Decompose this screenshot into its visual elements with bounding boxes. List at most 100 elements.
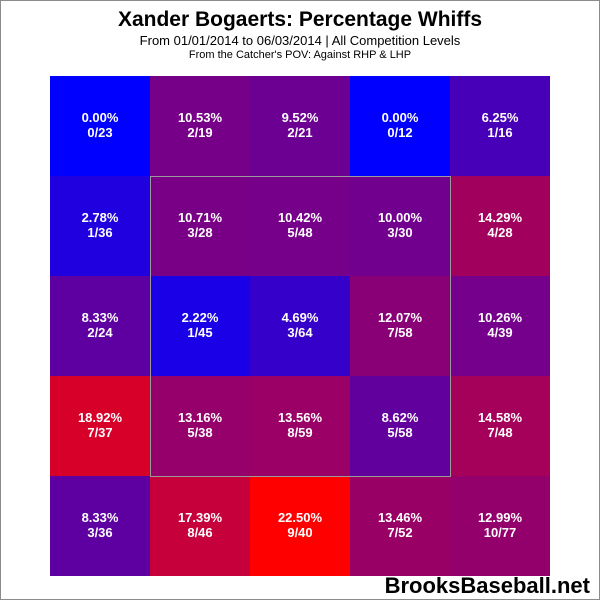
heatmap-cell-rect (450, 76, 550, 176)
heatmap-cell-r4-c1: 17.39%8/46 (150, 476, 250, 576)
cell-count-label: 3/28 (187, 225, 212, 240)
heatmap-cell-rect (150, 276, 250, 376)
heatmap-cell-r4-c2: 22.50%9/40 (250, 476, 350, 576)
heatmap-cell-r0-c0: 0.00%0/23 (50, 76, 150, 176)
cell-percentage-label: 10.00% (378, 210, 423, 225)
heatmap-cell-rect (250, 376, 350, 476)
cell-percentage-label: 12.07% (378, 310, 423, 325)
heatmap-cell-rect (150, 176, 250, 276)
cell-percentage-label: 0.00% (82, 110, 119, 125)
heatmap-cell-rect (50, 376, 150, 476)
heatmap-cell-rect (350, 76, 450, 176)
cell-percentage-label: 10.42% (278, 210, 323, 225)
heatmap-cell-r1-c2: 10.42%5/48 (250, 176, 350, 276)
cell-percentage-label: 13.16% (178, 410, 223, 425)
cell-count-label: 4/28 (487, 225, 512, 240)
heatmap-cell-r1-c4: 14.29%4/28 (450, 176, 550, 276)
cell-percentage-label: 2.22% (182, 310, 219, 325)
cell-count-label: 10/77 (484, 525, 517, 540)
heatmap-cell-rect (50, 176, 150, 276)
heatmap-cell-r0-c1: 10.53%2/19 (150, 76, 250, 176)
strike-zone-outline (150, 176, 451, 477)
cell-percentage-label: 14.29% (478, 210, 523, 225)
cell-percentage-label: 13.46% (378, 510, 423, 525)
cell-percentage-label: 10.53% (178, 110, 223, 125)
cell-count-label: 1/16 (487, 125, 512, 140)
cell-percentage-label: 8.62% (382, 410, 419, 425)
cell-count-label: 0/23 (87, 125, 112, 140)
cell-count-label: 7/48 (487, 425, 512, 440)
heatmap-cell-rect (350, 276, 450, 376)
cell-count-label: 7/58 (387, 325, 412, 340)
heatmap-cell-rect (250, 276, 350, 376)
heatmap-cell-r4-c0: 8.33%3/36 (50, 476, 150, 576)
chart-title: Xander Bogaerts: Percentage Whiffs (117, 8, 483, 31)
brand-watermark: BrooksBaseball.net (384, 573, 590, 598)
heatmap-cell-rect (450, 476, 550, 576)
heatmap-cell-rect (350, 176, 450, 276)
cell-count-label: 5/58 (387, 425, 412, 440)
cell-percentage-label: 17.39% (178, 510, 223, 525)
heatmap-cell-rect (150, 76, 250, 176)
cell-count-label: 1/36 (87, 225, 112, 240)
heatmap-cell-r3-c4: 14.58%7/48 (450, 376, 550, 476)
cell-percentage-label: 8.33% (82, 310, 119, 325)
cell-count-label: 1/45 (187, 325, 212, 340)
cell-count-label: 4/39 (487, 325, 512, 340)
cell-count-label: 5/38 (187, 425, 212, 440)
cell-percentage-label: 10.26% (478, 310, 523, 325)
heatmap-cell-r0-c3: 0.00%0/12 (350, 76, 450, 176)
heatmap-cell-r2-c1: 2.22%1/45 (150, 276, 250, 376)
heatmap-cell-rect (450, 276, 550, 376)
chart-subtitle-pov: From the Catcher's POV: Against RHP & LH… (188, 49, 412, 61)
cell-count-label: 0/12 (387, 125, 412, 140)
chart-subtitle: From 01/01/2014 to 06/03/2014 | All Comp… (139, 33, 461, 48)
heatmap-cell-r0-c4: 6.25%1/16 (450, 76, 550, 176)
cell-percentage-label: 18.92% (78, 410, 123, 425)
heatmap-cell-rect (350, 476, 450, 576)
cell-percentage-label: 12.99% (478, 510, 523, 525)
cell-count-label: 9/40 (287, 525, 312, 540)
cell-count-label: 2/24 (87, 325, 113, 340)
heatmap-cell-r1-c1: 10.71%3/28 (150, 176, 250, 276)
cell-percentage-label: 14.58% (478, 410, 523, 425)
heatmap-cell-r3-c0: 18.92%7/37 (50, 376, 150, 476)
heatmap-cell-r3-c2: 13.56%8/59 (250, 376, 350, 476)
heatmap-cell-rect (250, 76, 350, 176)
heatmap-cell-r2-c4: 10.26%4/39 (450, 276, 550, 376)
heatmap-cell-r4-c4: 12.99%10/77 (450, 476, 550, 576)
cell-count-label: 8/46 (187, 525, 212, 540)
heatmap-cell-r2-c2: 4.69%3/64 (250, 276, 350, 376)
cell-count-label: 3/30 (387, 225, 412, 240)
cell-percentage-label: 9.52% (282, 110, 319, 125)
heatmap-cell-r2-c3: 12.07%7/58 (350, 276, 450, 376)
cell-percentage-label: 4.69% (282, 310, 319, 325)
cell-percentage-label: 0.00% (382, 110, 419, 125)
cell-count-label: 3/36 (87, 525, 112, 540)
cell-count-label: 3/64 (287, 325, 313, 340)
heatmap-cell-r4-c3: 13.46%7/52 (350, 476, 450, 576)
cell-count-label: 5/48 (287, 225, 312, 240)
heatmap-cell-rect (450, 376, 550, 476)
heatmap-cell-r3-c1: 13.16%5/38 (150, 376, 250, 476)
heatmap-cell-rect (350, 376, 450, 476)
heatmap-cell-rect (250, 176, 350, 276)
heatmap-cell-rect (50, 276, 150, 376)
cell-count-label: 8/59 (287, 425, 312, 440)
heatmap-cell-r2-c0: 8.33%2/24 (50, 276, 150, 376)
cell-percentage-label: 22.50% (278, 510, 323, 525)
cell-percentage-label: 13.56% (278, 410, 323, 425)
heatmap-cell-rect (150, 376, 250, 476)
heatmap-cell-rect (50, 476, 150, 576)
cell-count-label: 7/37 (87, 425, 112, 440)
heatmap-cell-r3-c3: 8.62%5/58 (350, 376, 450, 476)
cell-percentage-label: 10.71% (178, 210, 223, 225)
cell-percentage-label: 6.25% (482, 110, 519, 125)
heatmap-cell-rect (150, 476, 250, 576)
cell-count-label: 2/19 (187, 125, 212, 140)
heatmap-cell-rect (450, 176, 550, 276)
heatmap-cell-r0-c2: 9.52%2/21 (250, 76, 350, 176)
cell-count-label: 2/21 (287, 125, 312, 140)
heatmap-cell-rect (50, 76, 150, 176)
